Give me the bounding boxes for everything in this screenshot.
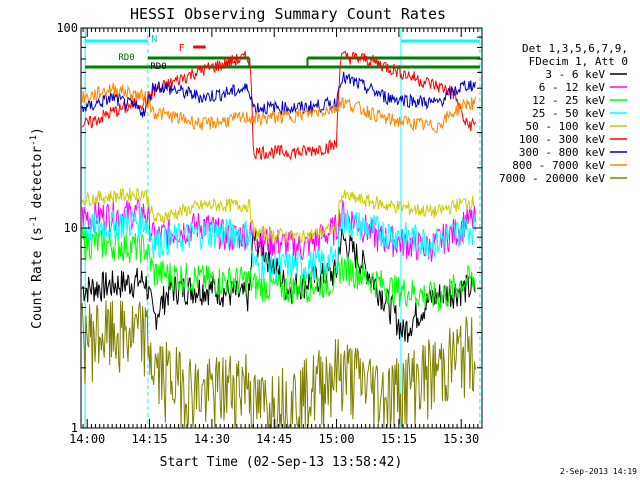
series-line bbox=[81, 82, 476, 134]
flag-annotation: RD0 bbox=[150, 62, 166, 72]
series-line bbox=[81, 300, 476, 429]
x-tick-label: 14:00 bbox=[69, 432, 105, 446]
legend-label: 25 - 50 keV bbox=[532, 107, 605, 120]
legend-label: 300 - 800 keV bbox=[519, 146, 605, 159]
legend-label: 3 - 6 keV bbox=[545, 68, 605, 81]
legend-label: 50 - 100 keV bbox=[526, 120, 606, 133]
legend-label: 6 - 12 keV bbox=[539, 81, 606, 94]
legend-label: 12 - 25 keV bbox=[532, 94, 605, 107]
axis-layer: 14:00 14:15 14:30 14:45 15:00 15:15 15:30 1 10 10… bbox=[56, 21, 482, 446]
x-tick-label: 14:30 bbox=[194, 432, 230, 446]
legend-label: 100 - 300 keV bbox=[519, 133, 605, 146]
flag-annotation: N bbox=[151, 34, 157, 45]
series-line bbox=[81, 228, 476, 312]
series-layer bbox=[81, 50, 476, 429]
series-line bbox=[81, 197, 476, 262]
legend-header: Det 1,3,5,6,7,9, bbox=[522, 42, 628, 55]
flag-annotation: RD0 bbox=[118, 53, 134, 63]
y-tick-label: 1 bbox=[71, 421, 78, 435]
x-tick-label: 14:15 bbox=[132, 432, 168, 446]
timestamp: 2-Sep-2013 14:19 bbox=[560, 467, 637, 476]
y-axis-label: Count Rate (s-1 detector-1) bbox=[29, 127, 45, 329]
legend-header: FDecim 1, Att 0 bbox=[529, 55, 628, 68]
legend-label: 7000 - 20000 keV bbox=[499, 172, 605, 185]
series-line bbox=[81, 206, 476, 282]
series-line bbox=[81, 71, 476, 118]
series-line bbox=[81, 187, 476, 245]
x-tick-label: 14:45 bbox=[256, 432, 292, 446]
y-tick-label: 10 bbox=[64, 221, 78, 235]
legend-label: 800 - 7000 keV bbox=[512, 159, 605, 172]
chart-title: HESSI Observing Summary Count Rates bbox=[130, 5, 446, 23]
x-tick-label: 15:30 bbox=[443, 432, 479, 446]
flag-annotation: F bbox=[179, 43, 185, 54]
y-tick-label: 100 bbox=[56, 21, 78, 35]
x-axis-label: Start Time (02-Sep-13 13:58:42) bbox=[160, 455, 403, 470]
legend: Det 1,3,5,6,7,9,FDecim 1, Att 03 - 6 keV… bbox=[499, 42, 628, 185]
x-tick-label: 15:00 bbox=[318, 432, 354, 446]
x-tick-label: 15:15 bbox=[381, 432, 417, 446]
series-line bbox=[81, 50, 476, 161]
